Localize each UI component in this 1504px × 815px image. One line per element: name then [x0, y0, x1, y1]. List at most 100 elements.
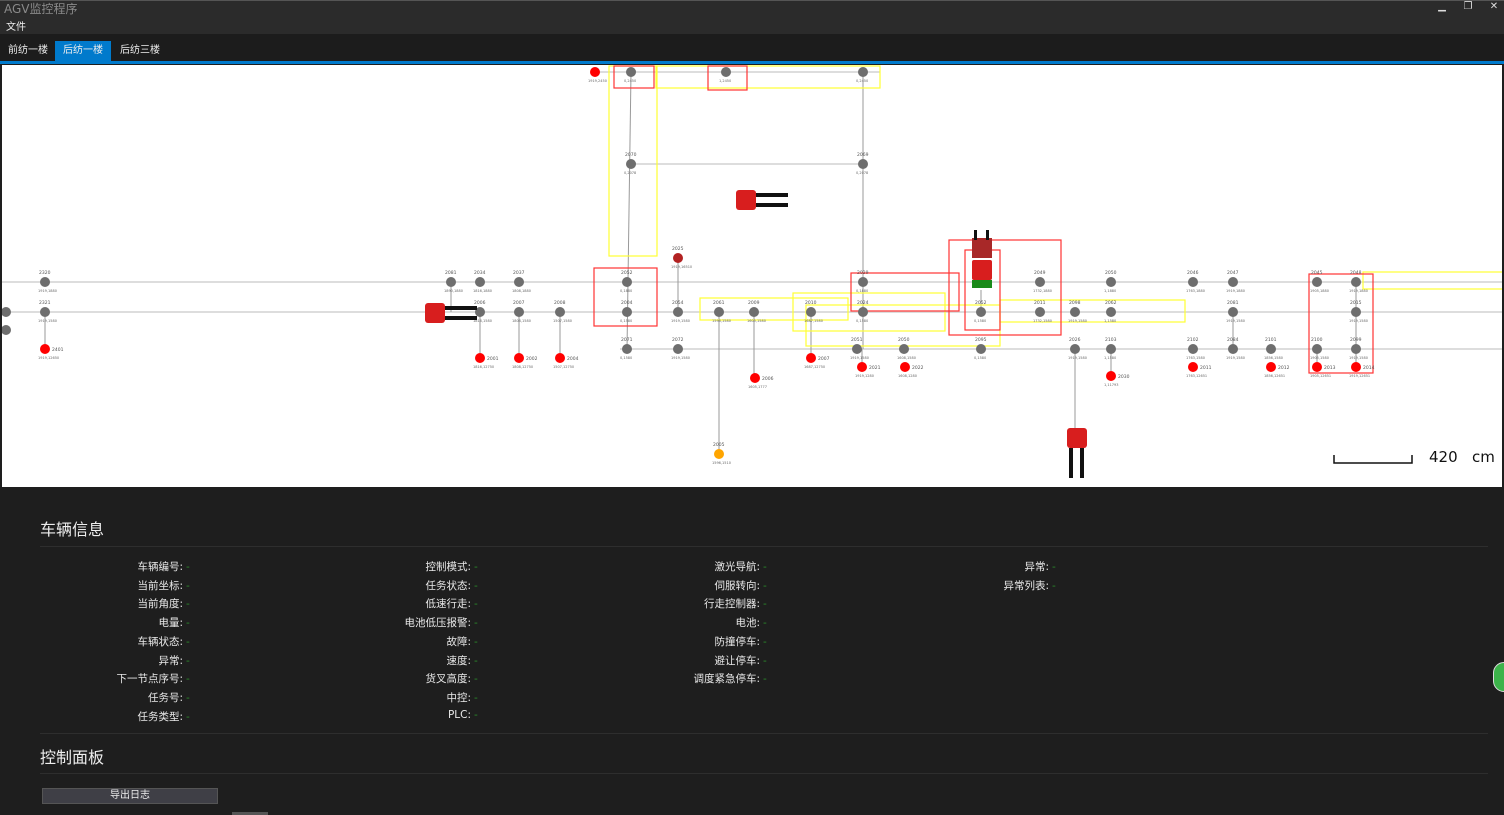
- node-id-label: 2099: [1350, 337, 1362, 343]
- node-id-label: 2048: [1350, 270, 1362, 276]
- tab-rear-spinning-3f[interactable]: 后纺三楼: [120, 45, 160, 56]
- menu-bar: 文件: [0, 16, 1504, 34]
- node-id-label: 2011: [1200, 365, 1212, 371]
- info-field: 故障: -: [361, 634, 478, 649]
- info-field-label: 调度紧急停车:: [693, 673, 760, 686]
- node-coord-label: 1919,1580: [671, 319, 690, 323]
- map-node-normal: [475, 307, 485, 317]
- scale-unit: cm: [1471, 448, 1495, 466]
- node-coord-label: 0,1580: [856, 319, 868, 323]
- info-field-value: -: [186, 617, 190, 630]
- info-field-value: -: [186, 710, 190, 723]
- info-field: 货叉高度: -: [361, 671, 478, 686]
- node-id-label: 2026: [1069, 337, 1081, 343]
- export-log-button[interactable]: 导出日志: [42, 788, 218, 804]
- info-field-value: -: [186, 635, 190, 648]
- info-field-value: -: [474, 635, 478, 648]
- node-coord-label: 1687,1580: [804, 319, 823, 323]
- track-line: [626, 71, 632, 351]
- info-field-value: -: [186, 691, 190, 704]
- tab-rear-spinning-1f[interactable]: 后纺一楼: [55, 41, 111, 61]
- info-field: 行走控制器: -: [650, 596, 767, 611]
- control-panel-title: 控制面板: [40, 748, 105, 767]
- node-id-label: 2081: [445, 270, 457, 276]
- info-field-label: 控制模式:: [425, 561, 471, 573]
- info-field: 任务类型: -: [73, 709, 190, 724]
- node-coord-label: 1919,1880: [1349, 289, 1368, 293]
- menu-file[interactable]: 文件: [6, 22, 26, 33]
- info-field-label: 伺服转向:: [714, 579, 760, 592]
- info-field-value: -: [763, 561, 767, 573]
- node-id-label: 2014: [1363, 365, 1375, 371]
- node-id-label: 2045: [1311, 270, 1323, 276]
- minimize-button[interactable]: ▁: [1438, 1, 1446, 12]
- node-id-label: 2050: [898, 337, 910, 343]
- info-field-label: 异常:: [158, 654, 183, 667]
- node-coord-label: 1732,1580: [1033, 319, 1052, 323]
- map-node-normal: [40, 277, 50, 287]
- node-coord-label: 0,1580: [620, 319, 632, 323]
- agv-fork: [1069, 448, 1073, 478]
- map-node-station: [900, 362, 910, 372]
- agv-fork: [445, 306, 477, 310]
- node-id-label: 2401: [52, 347, 64, 353]
- scrollbar-thumb[interactable]: [232, 812, 268, 815]
- node-coord-label: 0,1580: [974, 319, 986, 323]
- zone-yellow: [655, 65, 881, 89]
- node-id-label: 2052: [621, 270, 633, 276]
- agv-fork: [974, 230, 977, 240]
- info-field-value: -: [474, 561, 478, 573]
- node-id-label: 2050: [1105, 270, 1117, 276]
- node-id-label: 2047: [1227, 270, 1239, 276]
- node-coord-label: 1816,1880: [473, 289, 492, 293]
- close-button[interactable]: ✕: [1489, 1, 1499, 12]
- info-field-label: 车辆状态:: [137, 635, 183, 648]
- map-canvas[interactable]: 2320 1919,1880 2081 1890,1880 2034 1816,1880 2…: [2, 65, 1502, 487]
- node-id-label: 2001: [487, 356, 499, 362]
- node-id-label: 2071: [621, 337, 633, 343]
- agv-fork: [445, 316, 477, 320]
- scale-bar: [1333, 455, 1413, 464]
- info-field-value: -: [1052, 579, 1056, 592]
- node-id-label: 2006: [762, 376, 774, 382]
- info-field-label: 电池低压报警:: [404, 617, 471, 630]
- map-node-normal: [514, 277, 524, 287]
- agv-fork: [1080, 448, 1084, 478]
- map-node-station: [40, 344, 50, 354]
- info-field-label: 当前角度:: [137, 598, 183, 611]
- info-field: 中控: -: [361, 690, 477, 705]
- node-id-label: 2030: [1118, 374, 1130, 380]
- node-id-label: 2021: [869, 365, 881, 371]
- node-id-label: 2049: [1034, 270, 1046, 276]
- info-field-value: -: [474, 579, 478, 592]
- node-coord-label: 1890,1880: [444, 289, 463, 293]
- info-field-label: PLC:: [447, 708, 471, 721]
- node-coord-label: 1507,12750: [553, 365, 574, 369]
- info-field-value: -: [763, 673, 767, 686]
- node-id-label: 2061: [713, 300, 725, 306]
- info-field: 防撞停车: -: [650, 634, 766, 649]
- info-field-value: -: [474, 673, 478, 686]
- node-id-label: 2004: [621, 300, 633, 306]
- tab-underline: [0, 61, 1504, 64]
- node-coord-label: 1919,1580: [1068, 356, 1087, 360]
- window-title: AGV监控程序: [4, 2, 78, 16]
- node-id-label: 2013: [1324, 365, 1336, 371]
- tab-front-spinning-1f[interactable]: 前纺一楼: [8, 45, 48, 56]
- zone-yellow: [699, 297, 849, 321]
- node-id-label: 2022: [912, 365, 924, 371]
- info-field-label: 任务号:: [147, 691, 183, 704]
- zone-red: [850, 272, 960, 312]
- map-node-charge: [673, 253, 683, 263]
- map-node-normal: [1035, 307, 1045, 317]
- info-field: 调度紧急停车: -: [650, 671, 767, 686]
- agv-map[interactable]: 2320 1919,1880 2081 1890,1880 2034 1816,1880 2…: [2, 65, 1502, 487]
- node-coord-label: 1919,1280: [855, 374, 874, 378]
- side-status-badge[interactable]: [1493, 662, 1504, 692]
- map-node-normal: [2, 325, 11, 335]
- node-id-label: 2006: [474, 300, 486, 306]
- info-field-value: -: [763, 598, 767, 611]
- info-field-label: 异常:: [1024, 561, 1049, 573]
- map-node-normal: [1035, 277, 1045, 287]
- restore-button[interactable]: ❐: [1463, 1, 1473, 12]
